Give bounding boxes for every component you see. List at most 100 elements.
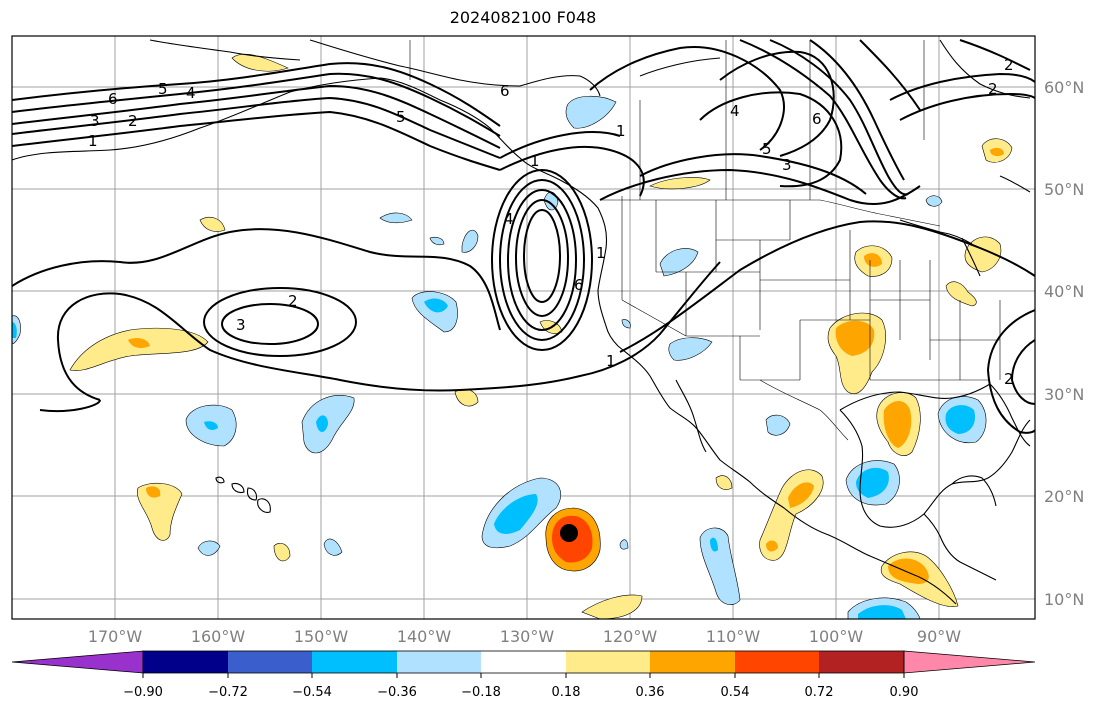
- contour-label: 2: [288, 292, 298, 310]
- contour-label: 5: [158, 80, 168, 98]
- contour-line: [56, 261, 721, 401]
- contour-label: 3: [236, 316, 246, 334]
- fill-patch: [945, 281, 977, 307]
- lon-label: 120°W: [603, 627, 658, 646]
- lon-label: 100°W: [809, 627, 864, 646]
- contour-line: [39, 399, 101, 413]
- contour-line: [523, 209, 561, 303]
- storm-center-dot: [560, 524, 578, 542]
- contour-line: [986, 309, 1035, 434]
- contour-labels: 6 5 4 3 2 1 1 2 6 5 4 6 4 5 3 1 3 2 1 2 …: [88, 56, 1014, 388]
- contour-label: 6: [574, 276, 584, 294]
- contour-label: 2: [988, 80, 998, 98]
- lat-label: 50°N: [1044, 180, 1084, 199]
- colorbar: −0.90 −0.72 −0.54 −0.36 −0.18 0.18 0.36 …: [11, 650, 1036, 700]
- fill-patch: [619, 539, 629, 550]
- contour-line: [499, 179, 585, 341]
- fill-patch: [715, 475, 733, 490]
- fill-patch: [883, 401, 912, 448]
- contour-line: [889, 72, 1035, 101]
- colorbar-tick: 0.36: [636, 685, 665, 700]
- fill-patch: [136, 482, 183, 541]
- contour-line: [859, 39, 921, 111]
- fill-patch: [316, 415, 328, 432]
- contour-label: 4: [504, 210, 514, 228]
- contour-line: [491, 169, 593, 351]
- contour-line: [12, 84, 501, 149]
- colorbar-segment: [312, 651, 397, 673]
- contour-label: 6: [500, 82, 510, 100]
- contour-line: [719, 50, 835, 157]
- anomaly-fills: [12, 53, 1013, 619]
- colorbar-segment: [481, 651, 566, 673]
- colorbar-segment: [819, 651, 904, 673]
- contour-line: [507, 189, 577, 331]
- fill-patch: [12, 322, 17, 338]
- lon-label: 140°W: [397, 627, 452, 646]
- contour-label: 1: [530, 152, 540, 170]
- contour-line: [499, 145, 645, 197]
- fill-patch: [494, 494, 538, 534]
- contour-line: [12, 228, 501, 331]
- fill-patch: [429, 236, 445, 246]
- contour-line: [589, 46, 785, 151]
- contour-label: 1: [88, 132, 98, 150]
- colorbar-tick: 0.72: [805, 685, 834, 700]
- contour-label: 1: [606, 352, 616, 370]
- lon-label: 150°W: [294, 627, 349, 646]
- fill-patch: [199, 217, 226, 232]
- fill-patch: [788, 482, 814, 508]
- colorbar-tick: 0.18: [552, 685, 581, 700]
- contour-line: [12, 72, 501, 137]
- fill-patch: [765, 414, 791, 436]
- lat-label: 40°N: [1044, 282, 1084, 301]
- colorbar-segment: [650, 651, 735, 673]
- colorbar-segment: [566, 651, 650, 673]
- fill-patch: [146, 486, 161, 498]
- contour-label: 2: [1004, 370, 1014, 388]
- lat-label: 30°N: [1044, 385, 1084, 404]
- fill-patch: [888, 558, 929, 584]
- contour-line: [12, 110, 501, 171]
- contour-line: [699, 91, 843, 188]
- fill-patch: [925, 195, 943, 207]
- lat-label: 10°N: [1044, 590, 1084, 609]
- fill-patch: [424, 298, 448, 313]
- contour-label: 2: [128, 112, 138, 130]
- colorbar-tick: −0.54: [292, 685, 332, 700]
- latitude-labels: 60°N 50°N 40°N 30°N 20°N 10°N: [1044, 78, 1084, 609]
- contour-label: 6: [812, 110, 822, 128]
- contour-label: 1: [616, 122, 626, 140]
- lat-label: 20°N: [1044, 487, 1084, 506]
- colorbar-tick: −0.18: [461, 685, 501, 700]
- contour-line: [221, 303, 319, 345]
- fill-patch: [699, 527, 741, 605]
- colorbar-segment: [228, 651, 312, 673]
- longitude-labels: 170°W 160°W 150°W 140°W 130°W 120°W 110°…: [88, 627, 961, 646]
- colorbar-tick: −0.72: [208, 685, 248, 700]
- fill-patch: [649, 177, 711, 190]
- fill-patch: [204, 421, 218, 430]
- contour-line: [809, 39, 905, 181]
- contour-line: [515, 199, 569, 317]
- fill-patch: [273, 543, 291, 562]
- contour-line: [1010, 339, 1035, 405]
- contour-label: 3: [782, 156, 792, 174]
- fill-patch: [621, 319, 631, 329]
- fill-patch: [128, 338, 150, 348]
- colorbar-tick: 0.54: [721, 685, 750, 700]
- fill-patch: [766, 540, 778, 552]
- lon-label: 160°W: [191, 627, 246, 646]
- political-borders: [409, 40, 1001, 441]
- coastlines: [12, 39, 1031, 605]
- fill-patch: [856, 467, 889, 498]
- fill-patch: [945, 405, 976, 434]
- contour-line: [739, 39, 907, 200]
- lon-label: 110°W: [706, 627, 761, 646]
- fill-patch: [379, 212, 413, 224]
- fill-patch: [69, 327, 209, 372]
- contour-line: [12, 62, 501, 127]
- contour-line: [12, 96, 501, 159]
- contour-label: 4: [186, 84, 196, 102]
